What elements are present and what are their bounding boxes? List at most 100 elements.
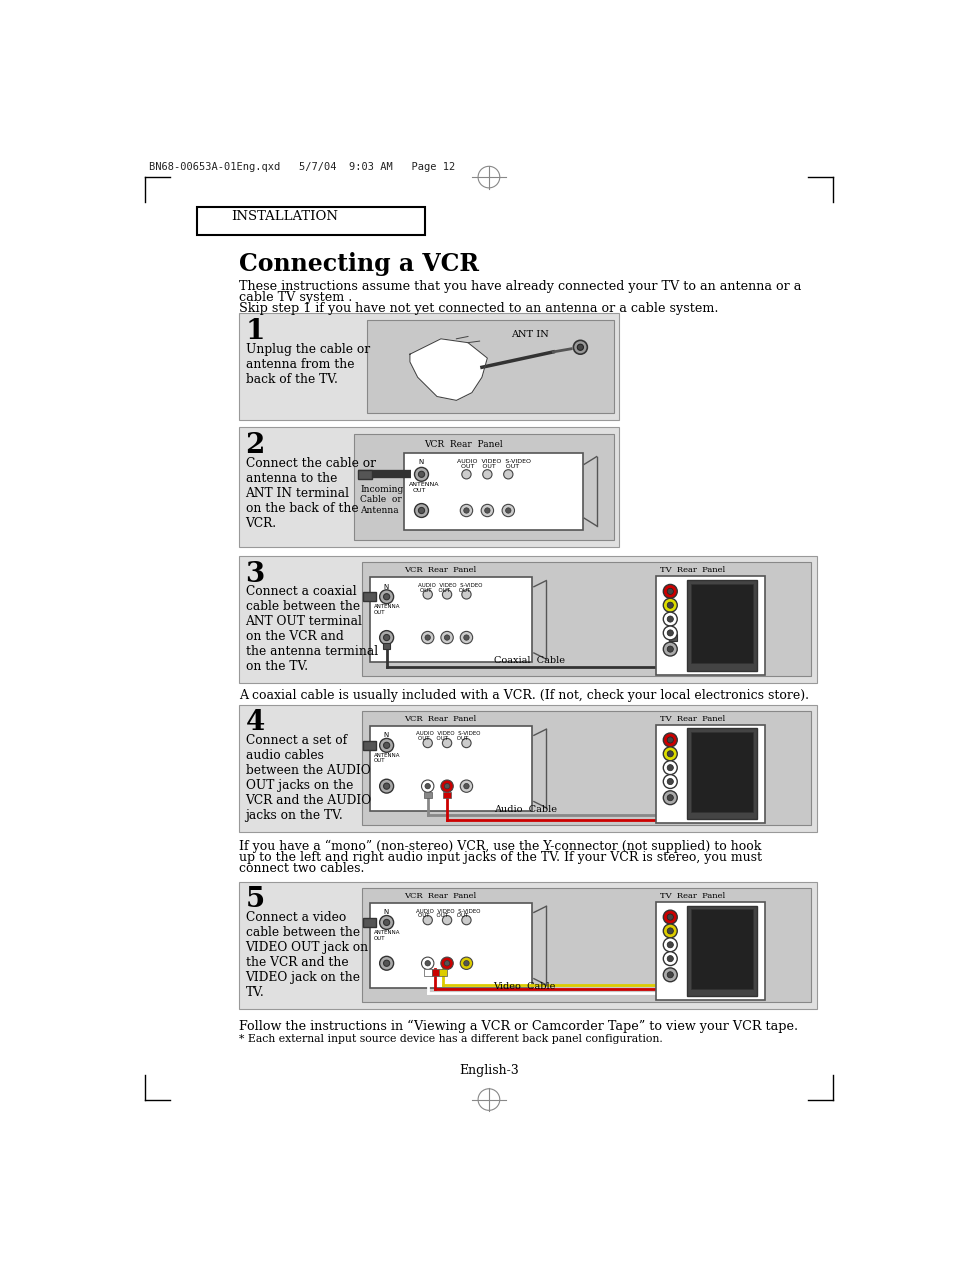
Circle shape <box>662 775 677 789</box>
Text: English-3: English-3 <box>458 1064 518 1077</box>
Circle shape <box>662 910 677 924</box>
Text: OUT: OUT <box>374 935 385 940</box>
Circle shape <box>379 779 394 793</box>
Text: Follow the instructions in “Viewing a VCR or Camcorder Tape” to view your VCR ta: Follow the instructions in “Viewing a VC… <box>239 1020 798 1034</box>
Circle shape <box>459 957 472 969</box>
Bar <box>686 728 757 819</box>
Circle shape <box>482 470 492 479</box>
Text: N: N <box>383 909 389 915</box>
Circle shape <box>379 738 394 752</box>
Text: up to the left and right audio input jacks of the TV. If your VCR is stereo, you: up to the left and right audio input jac… <box>239 851 761 863</box>
Circle shape <box>666 765 673 771</box>
Bar <box>239 704 816 832</box>
Circle shape <box>666 956 673 962</box>
Bar <box>691 584 753 662</box>
Text: If you have a “mono” (non-stereo) VCR, use the Y-connector (not supplied) to hoo: If you have a “mono” (non-stereo) VCR, u… <box>239 839 760 852</box>
Polygon shape <box>410 339 487 401</box>
Circle shape <box>415 468 428 482</box>
Bar <box>239 556 816 683</box>
Bar <box>369 578 532 662</box>
Circle shape <box>461 738 471 748</box>
Circle shape <box>662 598 677 612</box>
Bar <box>363 741 375 750</box>
Text: AUDIO  VIDEO  S-VIDEO: AUDIO VIDEO S-VIDEO <box>417 583 481 588</box>
Text: Connect the cable or
antenna to the
ANT IN terminal
on the back of the
VCR.: Connect the cable or antenna to the ANT … <box>245 456 375 530</box>
Circle shape <box>666 972 673 978</box>
Circle shape <box>442 915 452 925</box>
Bar <box>196 207 425 235</box>
Circle shape <box>379 590 394 604</box>
Text: Coaxial  Cable: Coaxial Cable <box>493 656 564 665</box>
Text: cable TV system .: cable TV system . <box>239 291 353 305</box>
Bar <box>363 918 375 927</box>
Circle shape <box>503 470 513 479</box>
Text: N: N <box>383 584 389 589</box>
Circle shape <box>463 635 469 641</box>
Bar <box>656 901 764 1000</box>
Circle shape <box>662 626 677 640</box>
Circle shape <box>662 584 677 598</box>
Circle shape <box>383 784 390 789</box>
Circle shape <box>463 508 469 513</box>
Text: ANTENNA: ANTENNA <box>409 482 439 487</box>
Circle shape <box>662 968 677 982</box>
Bar <box>439 969 447 976</box>
Text: These instructions assume that you have already connected your TV to an antenna : These instructions assume that you have … <box>239 281 801 293</box>
Bar <box>239 427 618 547</box>
Bar <box>669 635 677 641</box>
Circle shape <box>666 928 673 934</box>
Text: Connect a coaxial
cable between the
ANT OUT terminal
on the VCR and
the antenna : Connect a coaxial cable between the ANT … <box>245 585 377 674</box>
Circle shape <box>662 761 677 775</box>
Circle shape <box>666 616 673 622</box>
Text: TV  Rear  Panel: TV Rear Panel <box>659 566 724 574</box>
Circle shape <box>501 504 514 517</box>
Text: OUT    OUT     OUT: OUT OUT OUT <box>418 913 468 918</box>
Text: 5: 5 <box>245 886 265 914</box>
Bar <box>369 726 532 810</box>
Circle shape <box>383 919 390 925</box>
Text: INSTALLATION: INSTALLATION <box>232 210 338 224</box>
Text: ANTENNA: ANTENNA <box>374 930 400 935</box>
Text: Unplug the cable or
antenna from the
back of the TV.: Unplug the cable or antenna from the bac… <box>245 343 370 386</box>
Text: OUT    OUT     OUT: OUT OUT OUT <box>419 588 470 593</box>
Circle shape <box>484 508 490 513</box>
Bar <box>431 969 439 976</box>
Circle shape <box>418 471 424 478</box>
Circle shape <box>383 594 390 600</box>
Bar <box>382 643 390 650</box>
Circle shape <box>662 791 677 805</box>
Circle shape <box>442 738 452 748</box>
Circle shape <box>459 632 472 643</box>
Circle shape <box>421 780 434 793</box>
Circle shape <box>666 737 673 743</box>
Circle shape <box>421 632 434 643</box>
Circle shape <box>666 795 673 801</box>
Circle shape <box>666 602 673 608</box>
Bar <box>691 909 753 988</box>
Text: OUT: OUT <box>412 488 425 493</box>
Circle shape <box>463 961 469 966</box>
Bar <box>443 793 451 799</box>
Bar <box>656 576 764 675</box>
Circle shape <box>440 780 453 793</box>
Circle shape <box>662 747 677 761</box>
Circle shape <box>440 957 453 969</box>
Bar <box>361 887 810 1002</box>
Circle shape <box>383 635 390 641</box>
Bar <box>404 453 582 530</box>
Text: N: N <box>418 459 423 465</box>
Text: 2: 2 <box>245 432 265 459</box>
Circle shape <box>666 942 673 948</box>
Text: VCR  Rear  Panel: VCR Rear Panel <box>404 566 476 574</box>
Bar <box>369 904 532 988</box>
Bar <box>656 724 764 823</box>
Bar <box>367 320 613 413</box>
Bar <box>239 313 618 420</box>
Circle shape <box>459 780 472 793</box>
Text: ANTENNA: ANTENNA <box>374 753 400 758</box>
Circle shape <box>662 924 677 938</box>
Bar <box>354 434 613 540</box>
Text: OUT: OUT <box>374 758 385 763</box>
Circle shape <box>662 733 677 747</box>
Circle shape <box>666 779 673 785</box>
